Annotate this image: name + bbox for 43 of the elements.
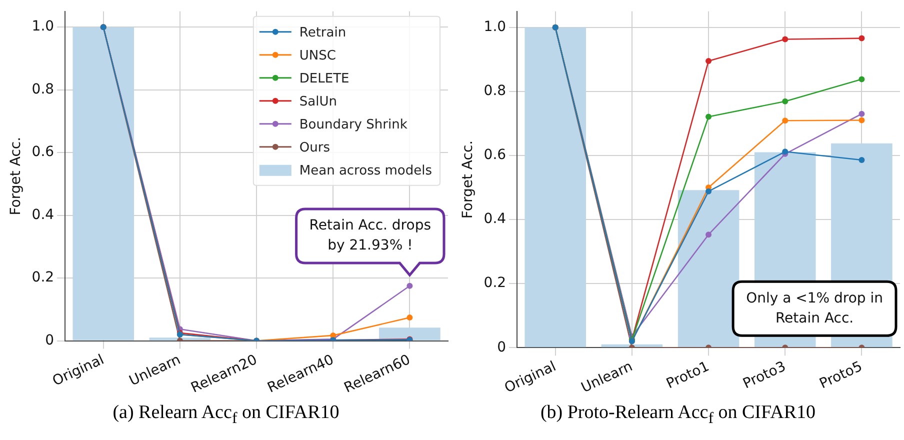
point xyxy=(706,232,712,238)
y-tick-label: 0.2 xyxy=(32,270,54,286)
y-tick-label: 0 xyxy=(45,332,54,348)
point xyxy=(706,58,712,64)
y-tick-label: 0.2 xyxy=(484,275,506,292)
text: (b) Proto-Relearn Acc$_{f}$ on CIFAR10 xyxy=(539,402,817,428)
legend-label: Retrain xyxy=(299,25,346,40)
y-tick-label: 0.6 xyxy=(484,147,506,164)
point xyxy=(406,282,413,289)
y-tick-label: 1.0 xyxy=(484,19,506,36)
point xyxy=(858,156,865,163)
point xyxy=(782,118,788,124)
point xyxy=(706,114,712,120)
y-axis-title: Forget Acc. xyxy=(8,136,24,216)
y-tick-label: 1.0 xyxy=(32,18,54,35)
point xyxy=(782,36,788,42)
point xyxy=(858,117,865,124)
point xyxy=(706,188,712,194)
y-tick-label: 0.8 xyxy=(484,83,506,100)
legend-label: Ours xyxy=(299,140,330,156)
point xyxy=(858,110,865,117)
y-tick-label: 0.4 xyxy=(484,211,506,228)
y-tick-label: 0.8 xyxy=(32,81,54,98)
y-tick-label: 0.6 xyxy=(32,144,54,160)
bar xyxy=(379,328,440,340)
point xyxy=(858,76,865,82)
bar xyxy=(678,190,740,348)
point xyxy=(406,314,413,321)
point xyxy=(782,98,788,104)
legend-label: SalUn xyxy=(299,94,337,110)
legend-label: DELETE xyxy=(299,71,350,86)
y-axis-title: Forget Acc. xyxy=(460,140,476,219)
legend-label: UNSC xyxy=(299,48,336,64)
legend-label: Boundary Shrink xyxy=(299,117,408,132)
legend-label: Mean across models xyxy=(299,163,432,178)
text: (a) Relearn Acc$_{f}$ on CIFAR10 xyxy=(112,402,340,428)
bar xyxy=(524,27,586,348)
bar xyxy=(72,27,134,340)
y-tick-label: 0.4 xyxy=(32,206,54,223)
annotation: Only a <1% drop in Retain Acc. xyxy=(746,290,883,326)
annotation: Retain Acc. drops by 21.93% ! xyxy=(309,218,431,254)
point xyxy=(858,35,865,42)
y-tick-label: 0 xyxy=(497,339,506,356)
